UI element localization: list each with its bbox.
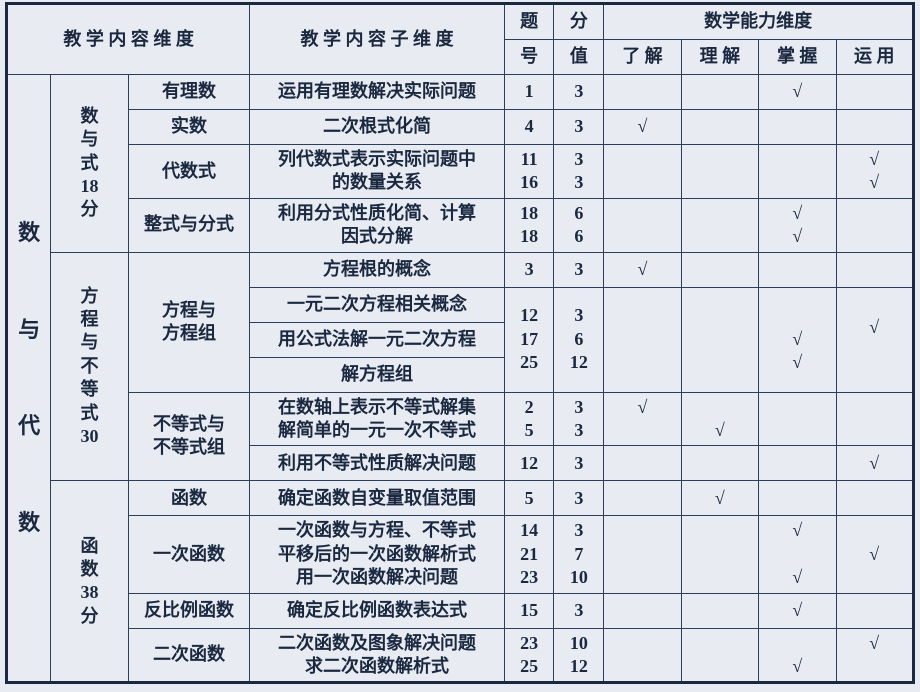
- g1r1-sub: 有理数: [128, 75, 250, 110]
- g1r4-sub: 整式与分式: [128, 198, 250, 252]
- hdr-content-dim: 教 学 内 容 维 度: [7, 4, 250, 75]
- row-g1-1: 数与代数 数与式18分 有理数 运用有理数解决实际问题 1 3 √: [7, 75, 914, 110]
- row-g3-1: 函数38分 函数 确定函数自变量取值范围 5 3 √: [7, 481, 914, 516]
- g1r2-val: 3: [554, 110, 604, 145]
- hdr-val-b: 值: [554, 40, 604, 75]
- hdr-content-sub: 教 学 内 容 子 维 度: [250, 4, 504, 75]
- hdr-master: 掌 握: [759, 40, 836, 75]
- g1r1-val: 3: [554, 75, 604, 110]
- g2r2-sub: 不等式与不等式组: [128, 392, 250, 481]
- g1r2-sub: 实数: [128, 110, 250, 145]
- g1r1-master: √: [759, 75, 836, 110]
- g1r1-desc: 运用有理数解决实际问题: [250, 75, 504, 110]
- g2-title: 方程与不等式30: [51, 252, 128, 481]
- hdr-understand: 了 解: [604, 40, 681, 75]
- content-table: 教 学 内 容 维 度 教 学 内 容 子 维 度 题 分 数学能力维度 号 值…: [5, 2, 915, 684]
- hdr-comprehend: 理 解: [681, 40, 758, 75]
- g1r1-num: 1: [504, 75, 554, 110]
- hdr-val-a: 分: [554, 4, 604, 40]
- hdr-num-a: 题: [504, 4, 554, 40]
- g1-title: 数与式18分: [51, 75, 128, 253]
- g3-title: 函数38分: [51, 481, 128, 683]
- main-label: 数与代数: [7, 75, 51, 683]
- row-g1-2: 实数 二次根式化简 4 3 √: [7, 110, 914, 145]
- hdr-num-b: 号: [504, 40, 554, 75]
- row-g2-1: 方程与不等式30 方程与方程组 方程根的概念 3 3 √: [7, 252, 914, 287]
- g1r2-understand: √: [604, 110, 681, 145]
- g1r2-desc: 二次根式化简: [250, 110, 504, 145]
- g1r3-sub: 代数式: [128, 145, 250, 199]
- hdr-apply: 运 用: [836, 40, 914, 75]
- g1r2-num: 4: [504, 110, 554, 145]
- hdr-ability: 数学能力维度: [604, 4, 914, 40]
- g2r1-sub: 方程与方程组: [128, 252, 250, 392]
- header-row-1: 教 学 内 容 维 度 教 学 内 容 子 维 度 题 分 数学能力维度: [7, 4, 914, 40]
